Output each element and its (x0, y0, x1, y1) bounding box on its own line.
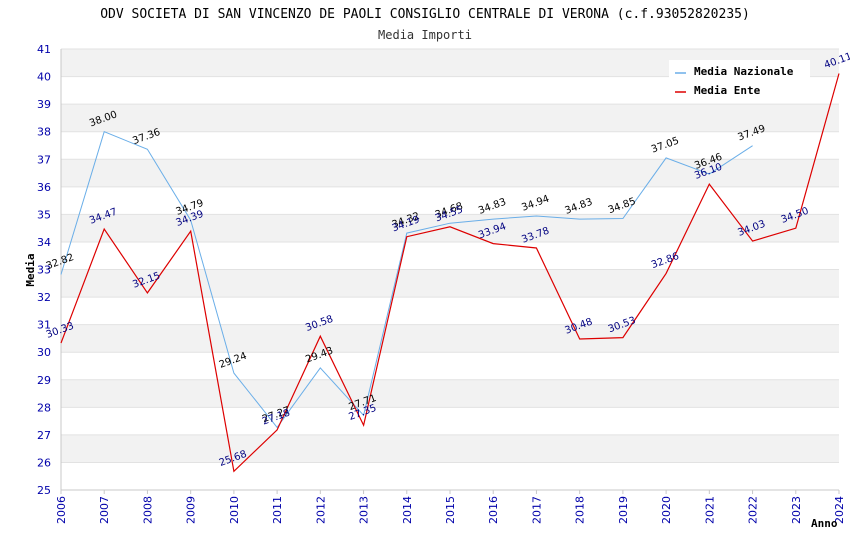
grid-band (61, 214, 839, 242)
x-tick-label: 2015 (444, 496, 457, 524)
chart-subtitle: Media Importi (378, 28, 472, 42)
y-tick-label: 25 (37, 484, 51, 497)
x-tick-label: 2020 (660, 496, 673, 524)
x-tick-label: 2011 (271, 496, 284, 524)
grid-band (61, 104, 839, 132)
y-tick-label: 34 (37, 236, 51, 249)
series-line-0 (60, 131, 753, 429)
data-label: 29.24 (218, 351, 249, 371)
legend-label-ente: Media Ente (694, 84, 761, 97)
x-tick-label: 2014 (401, 496, 414, 524)
series-line-1 (60, 73, 840, 473)
x-tick-label: 2019 (617, 496, 630, 524)
data-label: 34.83 (563, 197, 594, 217)
x-tick-label: 2009 (185, 496, 198, 524)
y-tick-label: 26 (37, 456, 51, 469)
y-tick-label: 37 (37, 153, 51, 166)
grid-band (61, 434, 839, 463)
grid-band (61, 159, 839, 187)
data-label: 34.94 (520, 194, 551, 214)
x-tick-label: 2017 (530, 496, 543, 524)
x-tick-label: 2013 (358, 496, 371, 524)
y-tick-label: 38 (37, 126, 51, 139)
x-axis-label: Anno (811, 517, 838, 530)
y-tick-label: 39 (37, 98, 51, 111)
y-tick-label: 28 (37, 401, 51, 414)
data-label: 37.05 (650, 135, 681, 155)
y-tick-label: 32 (37, 291, 51, 304)
x-tick-label: 2018 (574, 496, 587, 524)
y-tick-label: 41 (37, 43, 51, 56)
x-tick-label: 2010 (228, 496, 241, 524)
legend-label-nazionale: Media Nazionale (694, 65, 794, 78)
x-tick-label: 2007 (98, 496, 111, 524)
series-lines (60, 73, 840, 473)
grid-band (61, 324, 839, 353)
y-tick-label: 40 (37, 71, 51, 84)
chart-title: ODV SOCIETA DI SAN VINCENZO DE PAOLI CON… (100, 7, 750, 22)
legend: Media Nazionale Media Ente (669, 60, 810, 102)
grid-band (61, 379, 839, 408)
x-tick-label: 2012 (314, 496, 327, 524)
data-label: 34.83 (477, 197, 508, 217)
legend-box (669, 60, 810, 102)
y-tick-label: 36 (37, 181, 51, 194)
x-tick-label: 2008 (141, 496, 154, 524)
x-tick-label: 2016 (487, 496, 500, 524)
grid-bands (61, 48, 839, 491)
grid-band (61, 269, 839, 298)
x-tick-labels: 2006 2007 2008 2009 2010 2011 2012 2013 2014 2015… (55, 490, 846, 524)
y-tick-label: 29 (37, 374, 51, 387)
x-tick-label: 2022 (747, 496, 760, 524)
y-tick-label: 31 (37, 319, 51, 332)
y-tick-label: 33 (37, 264, 51, 277)
y-tick-label: 35 (37, 208, 51, 221)
y-axis-label: Media (24, 253, 37, 286)
x-tick-label: 2021 (703, 496, 716, 524)
x-tick-label: 2023 (790, 496, 803, 524)
x-tick-label: 2006 (55, 496, 68, 524)
y-tick-label: 30 (37, 346, 51, 359)
data-label: 34.85 (607, 196, 638, 216)
y-tick-label: 27 (37, 429, 51, 442)
data-label: 32.86 (650, 251, 681, 271)
x-tick-label: 2024 (833, 496, 846, 524)
y-tick-labels: 25 26 27 28 29 30 31 32 33 34 35 36 37 38 39 40 41 (37, 43, 51, 497)
